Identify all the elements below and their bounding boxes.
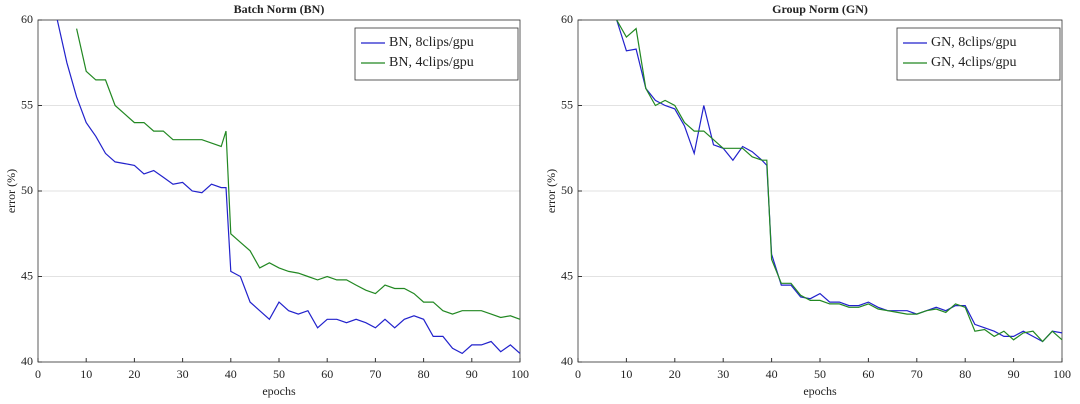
y-tick-label: 45 xyxy=(21,268,33,282)
y-tick-label: 40 xyxy=(561,354,573,368)
x-tick-label: 40 xyxy=(225,367,237,381)
series-line xyxy=(76,28,521,320)
y-tick-label: 40 xyxy=(21,354,33,368)
series-line xyxy=(616,19,1063,343)
x-tick-label: 90 xyxy=(466,367,478,381)
legend-label: BN, 4clips/gpu xyxy=(389,55,474,70)
legend-box xyxy=(354,27,519,81)
y-axis-label: error (%) xyxy=(4,169,18,213)
y-tick-label: 55 xyxy=(561,97,573,111)
x-tick-label: 20 xyxy=(128,367,140,381)
y-axis-label: error (%) xyxy=(544,169,558,213)
legend-box xyxy=(896,27,1061,81)
x-tick-label: 100 xyxy=(511,367,529,381)
chart-title: Batch Norm (BN) xyxy=(234,2,325,16)
y-tick-label: 60 xyxy=(21,12,33,26)
x-tick-label: 70 xyxy=(911,367,923,381)
legend-label: BN, 8clips/gpu xyxy=(389,35,474,50)
x-tick-label: 30 xyxy=(177,367,189,381)
x-tick-label: 90 xyxy=(1008,367,1020,381)
x-tick-label: 80 xyxy=(959,367,971,381)
y-tick-label: 50 xyxy=(561,183,573,197)
x-tick-label: 70 xyxy=(369,367,381,381)
x-tick-label: 40 xyxy=(766,367,778,381)
x-tick-label: 30 xyxy=(717,367,729,381)
series-line xyxy=(56,19,521,355)
x-tick-label: 60 xyxy=(862,367,874,381)
x-tick-label: 0 xyxy=(35,367,41,381)
x-tick-label: 0 xyxy=(575,367,581,381)
y-tick-label: 55 xyxy=(21,97,33,111)
x-tick-label: 50 xyxy=(814,367,826,381)
x-tick-label: 10 xyxy=(620,367,632,381)
y-tick-label: 60 xyxy=(561,12,573,26)
x-tick-label: 20 xyxy=(669,367,681,381)
legend-label: GN, 8clips/gpu xyxy=(931,35,1017,50)
series-line xyxy=(616,19,1063,343)
x-tick-label: 60 xyxy=(321,367,333,381)
x-axis-label: epochs xyxy=(803,384,837,398)
y-tick-label: 45 xyxy=(561,268,573,282)
y-tick-label: 50 xyxy=(21,183,33,197)
x-axis-label: epochs xyxy=(262,384,296,398)
x-tick-label: 50 xyxy=(273,367,285,381)
x-tick-label: 80 xyxy=(418,367,430,381)
x-tick-label: 100 xyxy=(1053,367,1071,381)
chart-title: Group Norm (GN) xyxy=(772,2,868,16)
x-tick-label: 10 xyxy=(80,367,92,381)
legend-label: GN, 4clips/gpu xyxy=(931,55,1017,70)
